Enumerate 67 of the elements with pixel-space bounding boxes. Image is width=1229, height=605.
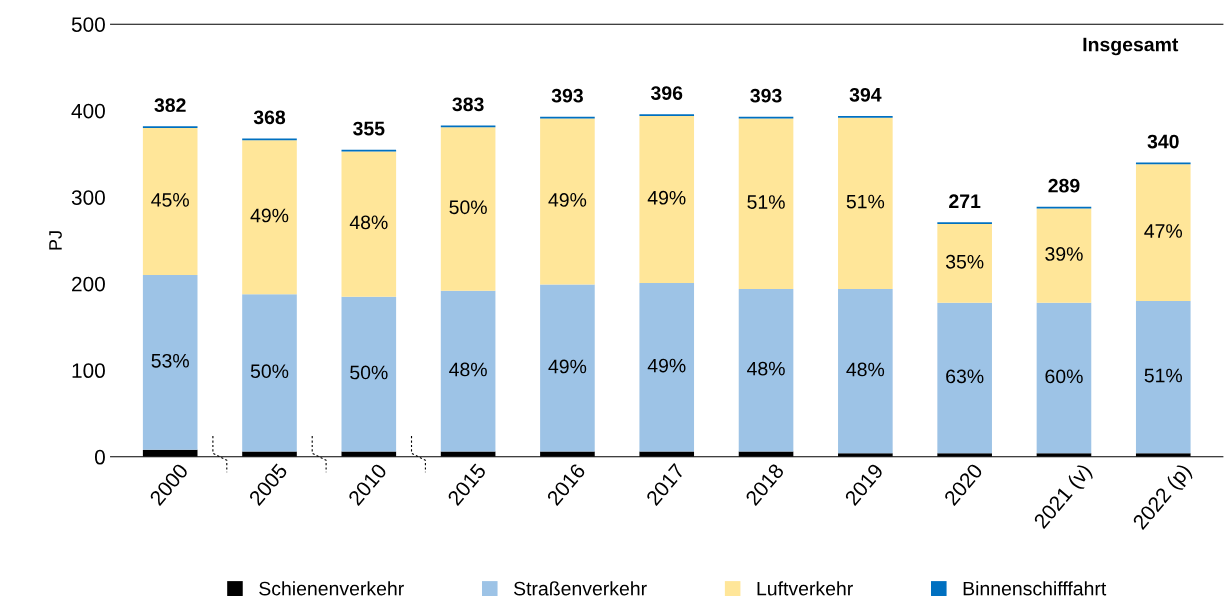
bar: [440, 290, 496, 452]
legend-label: Binnenschifffahrt: [963, 581, 1107, 596]
bar: [440, 127, 496, 291]
total-label: 383: [452, 97, 484, 112]
y-tick-label: 200: [72, 276, 105, 292]
annotation: 49%: [250, 208, 289, 223]
annotation: 35%: [945, 254, 984, 269]
annotation: 48%: [349, 215, 388, 230]
legend-label: Luftverkehr: [757, 581, 853, 596]
bar: [1036, 208, 1092, 303]
annotation: 39%: [1045, 247, 1083, 261]
bar: [540, 284, 595, 452]
annotation: 60%: [1045, 369, 1083, 384]
annotation: 50%: [350, 365, 388, 380]
legend-label: Schienenverkehr: [259, 581, 404, 596]
bar: [142, 128, 198, 276]
y-tick-label: 0: [94, 449, 105, 465]
y-tick-label: 400: [71, 103, 105, 119]
annotation: 50%: [250, 364, 289, 379]
y-tick-label: 300: [71, 190, 105, 205]
bar: [937, 302, 992, 454]
y-axis-title: PJ: [49, 231, 62, 250]
annotation: 47%: [1144, 224, 1183, 238]
total-label: 368: [253, 110, 286, 125]
annotation: 51%: [846, 194, 885, 209]
total-label: 289: [1048, 178, 1080, 193]
total-label: 382: [154, 98, 186, 113]
annotation: 49%: [548, 193, 587, 207]
annotation: 50%: [449, 200, 487, 215]
annotation: Insgesamt: [1083, 37, 1179, 56]
total-label: 393: [750, 88, 782, 103]
bar: [1135, 301, 1191, 454]
bar: [341, 296, 397, 452]
total-label: 340: [1147, 134, 1179, 149]
bar: [738, 288, 794, 452]
annotation: 48%: [846, 362, 885, 377]
annotation: 51%: [747, 195, 785, 209]
total-label: 355: [353, 121, 385, 136]
annotation: 51%: [1144, 368, 1183, 383]
annotation: 63%: [946, 369, 984, 384]
annotation: 53%: [151, 353, 189, 368]
bar: [341, 151, 397, 297]
total-label: 271: [949, 194, 981, 208]
bar: [540, 118, 595, 285]
bar: [639, 282, 695, 452]
annotation: 45%: [151, 193, 189, 207]
annotation: 49%: [647, 190, 686, 205]
total-label: 393: [551, 88, 583, 103]
total-label: 396: [650, 86, 683, 100]
annotation: 48%: [747, 361, 785, 376]
bar: [738, 118, 794, 289]
bar: [242, 140, 297, 295]
bar: [1036, 302, 1092, 454]
bar: [242, 294, 297, 452]
bar: [142, 275, 198, 450]
bar: [838, 117, 893, 289]
annotation: 49%: [548, 359, 587, 374]
total-label: 394: [849, 87, 882, 102]
bar: [937, 224, 992, 303]
y-tick-label: 500: [71, 17, 105, 32]
bar: [1135, 164, 1191, 302]
bar: [639, 115, 695, 283]
bar: [838, 288, 893, 454]
y-tick-label: 100: [72, 363, 105, 379]
annotation: 49%: [647, 358, 686, 373]
annotation: 48%: [449, 362, 487, 377]
legend-label: Straßenverkehr: [513, 581, 647, 596]
